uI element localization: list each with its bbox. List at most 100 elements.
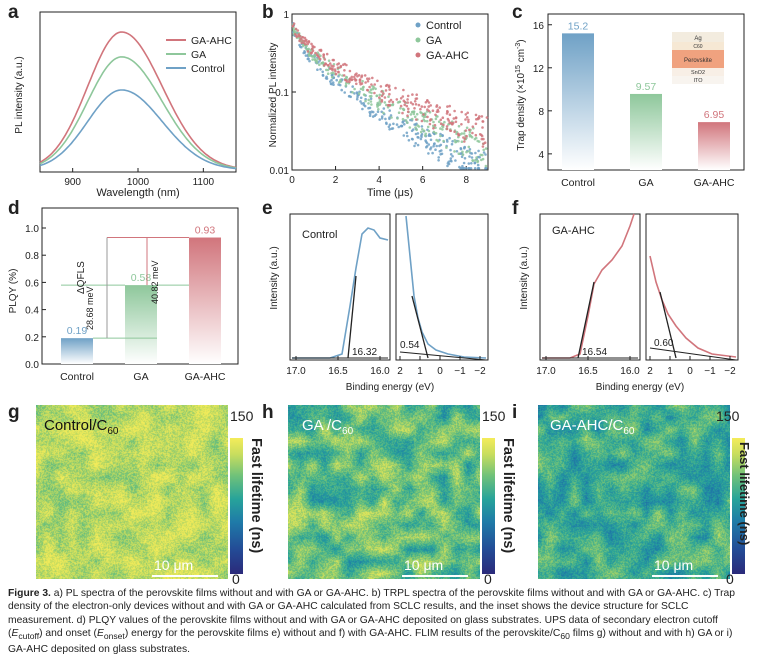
b-point xyxy=(353,75,356,79)
b-point xyxy=(422,129,426,133)
inset-sno2: SnO2 xyxy=(691,70,705,76)
b-point xyxy=(460,132,464,135)
c-ylabel: Trap density (×1015 cm-3) xyxy=(515,39,527,150)
b-point xyxy=(415,128,419,132)
e-frame-left xyxy=(289,213,391,361)
b-point xyxy=(380,115,384,118)
b-point xyxy=(465,134,468,138)
b-point xyxy=(304,54,308,57)
b-point xyxy=(391,100,395,104)
d-bar-control xyxy=(61,338,93,364)
b-point xyxy=(439,122,443,125)
b-point xyxy=(342,74,346,77)
b-point xyxy=(457,139,460,143)
b-point xyxy=(329,80,332,83)
b-point xyxy=(432,127,435,130)
b-legend-label: GA-AHC xyxy=(426,50,469,62)
b-point xyxy=(311,58,314,61)
b-point xyxy=(414,142,418,145)
b-point xyxy=(419,107,422,111)
b-point xyxy=(331,67,334,70)
e-xlabel: Binding energy (eV) xyxy=(346,382,434,392)
b-point xyxy=(366,79,370,83)
colorbar-i xyxy=(732,438,745,574)
b-point xyxy=(313,54,317,58)
b-point xyxy=(368,114,372,118)
b-point xyxy=(422,113,425,116)
f-frame-left xyxy=(539,213,641,361)
b-point xyxy=(408,126,412,129)
b-point xyxy=(337,70,340,74)
b-point xyxy=(446,105,449,108)
b-point xyxy=(441,125,445,129)
b-point xyxy=(435,138,439,142)
b-point xyxy=(478,133,482,136)
b-point xyxy=(453,130,456,133)
b-point xyxy=(414,126,417,129)
b-point xyxy=(361,88,365,92)
b-point xyxy=(410,117,414,121)
b-point xyxy=(425,145,429,148)
b-point xyxy=(371,76,374,80)
scale-bar-g xyxy=(152,575,218,577)
b-point xyxy=(388,109,392,112)
b-point xyxy=(445,125,449,128)
b-point xyxy=(411,138,414,141)
b-point xyxy=(350,75,354,79)
b-point xyxy=(333,68,337,71)
b-xtick-label: 0 xyxy=(289,175,295,186)
b-point xyxy=(364,99,367,103)
b-point xyxy=(318,57,322,61)
ups-xtick-label: 16.5 xyxy=(328,366,348,377)
b-point xyxy=(412,112,416,116)
b-point xyxy=(411,93,414,96)
b-point xyxy=(398,100,401,104)
b-point xyxy=(474,113,478,117)
b-point xyxy=(327,59,331,62)
b-point xyxy=(318,63,321,67)
c-bar-control xyxy=(562,33,594,171)
d-ytick-label: 0.6 xyxy=(25,278,39,289)
b-point xyxy=(476,160,479,164)
b-point xyxy=(419,130,423,134)
b-point xyxy=(367,77,371,80)
b-point xyxy=(308,59,311,63)
b-point xyxy=(439,143,443,147)
b-point xyxy=(373,91,376,95)
b-point xyxy=(382,111,385,115)
b-point xyxy=(468,148,472,151)
b-point xyxy=(373,83,377,86)
b-point xyxy=(413,144,416,148)
b-point xyxy=(455,150,459,153)
b-point xyxy=(446,140,449,143)
b-point xyxy=(314,51,317,55)
b-point xyxy=(461,153,465,156)
d-ylabel: PLQY (%) xyxy=(8,269,19,314)
b-point xyxy=(402,134,406,137)
b-point xyxy=(325,52,329,56)
b-point xyxy=(327,64,330,67)
b-point xyxy=(477,116,480,120)
b-point xyxy=(321,61,325,65)
b-point xyxy=(296,29,300,32)
b-point xyxy=(427,105,431,108)
b-point xyxy=(388,128,391,131)
b-point xyxy=(391,103,395,107)
b-point xyxy=(423,134,427,137)
b-point xyxy=(349,95,353,99)
e-cutoff-fit xyxy=(347,275,357,359)
b-point xyxy=(413,107,416,110)
b-point xyxy=(360,82,364,85)
b-point xyxy=(437,120,441,123)
b-point xyxy=(368,90,371,94)
b-point xyxy=(419,137,423,141)
b-point xyxy=(439,134,442,138)
b-point xyxy=(370,83,373,86)
d-ytick-label: 0.2 xyxy=(25,333,39,344)
b-point xyxy=(378,96,381,99)
b-point xyxy=(477,167,480,170)
b-point xyxy=(358,78,362,81)
b-point xyxy=(461,164,464,168)
d-value-label: 0.93 xyxy=(195,225,216,237)
f-onset-baseline xyxy=(649,347,737,361)
